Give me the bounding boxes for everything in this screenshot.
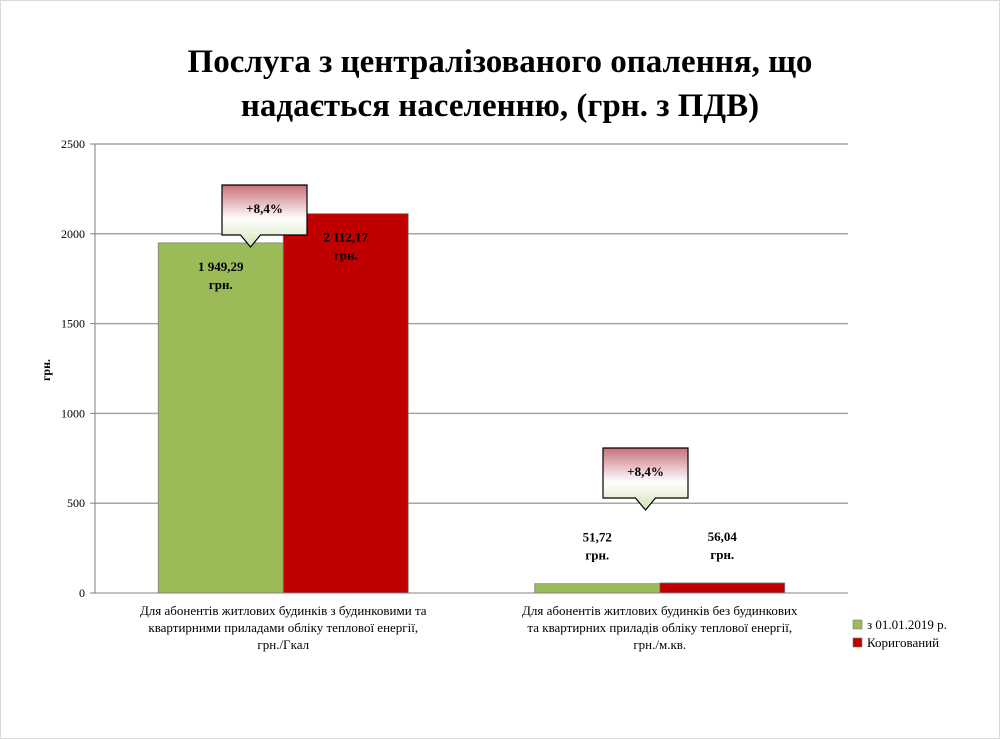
legend-label: з 01.01.2019 р. bbox=[867, 617, 947, 632]
y-tick-label: 1000 bbox=[61, 406, 85, 420]
category-label: та квартирних приладів обліку теплової е… bbox=[527, 620, 792, 635]
data-label: грн. bbox=[334, 248, 358, 263]
annotation-callout: +8,4% bbox=[602, 447, 689, 511]
chart-title-line-1: Послуга з централізованого опалення, що bbox=[187, 44, 813, 80]
data-label: 2 112,17 bbox=[323, 230, 368, 245]
x-axis-categories: Для абонентів житлових будинків з будинк… bbox=[140, 603, 798, 652]
data-label: 1 949,29 bbox=[198, 259, 244, 274]
legend-swatch bbox=[852, 619, 863, 630]
y-tick-label: 2000 bbox=[61, 227, 85, 241]
y-tick-label: 500 bbox=[67, 496, 85, 510]
category-label: Для абонентів житлових будинків без буди… bbox=[522, 603, 798, 618]
data-label: грн. bbox=[710, 547, 734, 562]
callout-box bbox=[602, 447, 689, 511]
callout-label: +8,4% bbox=[246, 201, 283, 216]
data-labels: 1 949,29 грн. 2 112,17 грн. 51,72 грн. 56,04 гр… bbox=[198, 230, 737, 563]
category-label: грн./м.кв. bbox=[633, 637, 686, 652]
callout-label: +8,4% bbox=[627, 464, 664, 479]
callout-box bbox=[221, 184, 308, 248]
data-label: 56,04 bbox=[708, 529, 738, 544]
y-tick-label: 0 bbox=[79, 586, 85, 600]
bar-corrected-1 bbox=[282, 213, 409, 594]
bar-base-2 bbox=[534, 583, 661, 594]
data-label: 51,72 bbox=[583, 530, 612, 545]
axes bbox=[94, 144, 848, 594]
data-label: грн. bbox=[209, 277, 233, 292]
chart-title-line-2: надається населенню, (грн. з ПДВ) bbox=[240, 88, 760, 124]
bars bbox=[157, 213, 786, 594]
legend-label: Коригований bbox=[867, 635, 939, 650]
bar-base-1 bbox=[157, 242, 284, 594]
data-label: грн. bbox=[585, 548, 609, 563]
annotations: +8,4% +8,4% bbox=[221, 184, 689, 511]
bar-corrected-2 bbox=[659, 582, 786, 594]
y-tick-label: 2500 bbox=[61, 137, 85, 151]
y-axis-ticks: 0 500 1000 1500 2000 2500 bbox=[61, 137, 95, 600]
legend-swatch bbox=[852, 637, 863, 648]
y-axis-label: грн. bbox=[39, 359, 53, 381]
legend: з 01.01.2019 р. Коригований bbox=[852, 617, 947, 650]
y-tick-label: 1500 bbox=[61, 317, 85, 331]
annotation-callout: +8,4% bbox=[221, 184, 308, 248]
category-label: Для абонентів житлових будинків з будинк… bbox=[140, 603, 427, 618]
chart-title: Послуга з централізованого опалення, що … bbox=[40, 40, 960, 128]
category-label: грн./Гкал bbox=[257, 637, 309, 652]
category-label: квартирними приладами обліку теплової ен… bbox=[148, 620, 418, 635]
